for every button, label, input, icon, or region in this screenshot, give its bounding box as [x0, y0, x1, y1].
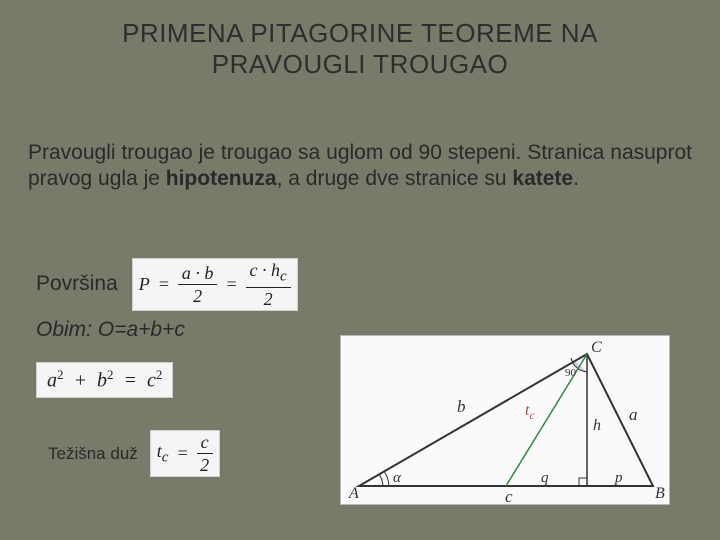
pythag-a: a: [47, 370, 57, 392]
triangle-diagram: A B C b a c h q p α 90: [340, 335, 670, 505]
label-alpha: α: [393, 470, 402, 486]
label-h: h: [593, 417, 601, 434]
foot-square: [579, 478, 587, 486]
median-num: c: [197, 433, 213, 454]
equals-median: =: [176, 443, 188, 464]
area-lhs: P: [139, 274, 150, 295]
perimeter-row: Obim: O=a+b+c: [36, 318, 185, 342]
median-den: 2: [200, 454, 209, 474]
label-c: c: [505, 487, 513, 506]
alpha-arc-1: [379, 474, 383, 486]
title-line-2: PRAVOUGLI TROUGAO: [212, 49, 508, 79]
median-frac: c 2: [197, 433, 213, 474]
triangle-outline: [359, 354, 653, 486]
tc-inline-label: tc: [525, 402, 534, 422]
area-frac-2: c · hc 2: [246, 261, 291, 308]
tc-sub: c: [529, 410, 534, 422]
label-q: q: [541, 470, 549, 486]
median-label: Težišna duž: [48, 444, 138, 464]
label-B: B: [655, 485, 665, 502]
page-title: PRIMENA PITAGORINE TEOREME NA PRAVOUGLI …: [0, 0, 720, 80]
exp-b: 2: [107, 367, 114, 382]
label-90: 90: [565, 367, 577, 379]
label-a: a: [629, 405, 638, 424]
median-row: Težišna duž tc = c 2: [48, 430, 220, 477]
label-p: p: [614, 470, 623, 486]
exp-a: 2: [57, 367, 64, 382]
exp-c: 2: [156, 367, 163, 382]
pythagorean-formula: a2 + b2 = c2: [36, 362, 173, 398]
median-lhs: tc: [157, 441, 169, 467]
term-hipotenuza: hipotenuza: [166, 167, 277, 190]
label-b: b: [457, 397, 466, 416]
frac1-num: a · b: [178, 264, 218, 285]
intro-paragraph: Pravougli trougao je trougao sa uglom od…: [28, 140, 692, 193]
para-end: .: [573, 167, 579, 190]
area-formula: P = a · b 2 = c · hc 2: [132, 258, 298, 311]
pythag-c: c: [147, 370, 156, 392]
label-A: A: [348, 485, 359, 502]
triangle-svg: A B C b a c h q p α 90: [341, 336, 671, 506]
perimeter-text: Obim: O=a+b+c: [36, 318, 185, 341]
para-mid: , a druge dve stranice su: [277, 167, 513, 190]
area-frac-1: a · b 2: [178, 264, 218, 305]
title-line-1: PRIMENA PITAGORINE TEOREME NA: [122, 18, 598, 48]
equals-1: =: [158, 274, 170, 295]
pythag-b: b: [97, 370, 107, 392]
area-row: Površina P = a · b 2 = c · hc 2: [36, 258, 298, 311]
frac2-num: c · hc: [246, 261, 291, 288]
median-formula: tc = c 2: [150, 430, 220, 477]
label-C: C: [591, 339, 602, 356]
frac1-den: 2: [193, 285, 202, 305]
area-label: Površina: [36, 272, 118, 296]
term-katete: katete: [512, 167, 573, 190]
equals-2: =: [225, 274, 237, 295]
alpha-arc-2: [384, 471, 389, 486]
frac2-den: 2: [264, 288, 273, 308]
